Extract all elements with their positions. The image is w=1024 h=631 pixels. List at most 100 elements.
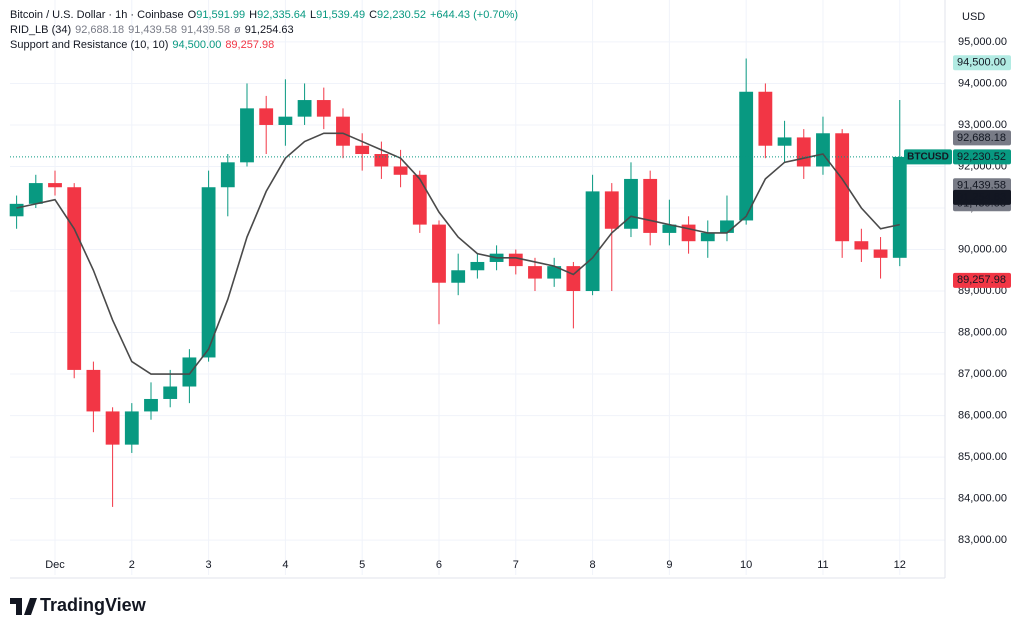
indicator-name: RID_LB (34) bbox=[10, 24, 72, 36]
candle-body bbox=[508, 253, 523, 267]
indicator-value: 91,439.58 bbox=[128, 24, 178, 36]
candle-body bbox=[585, 191, 600, 292]
symbol-tag-label: BTCUSD bbox=[907, 152, 949, 163]
x-tick-label: 7 bbox=[513, 559, 519, 571]
indicator-value: 92,688.18 bbox=[75, 24, 125, 36]
y-tick-label: 95,000.00 bbox=[958, 36, 1007, 48]
y-tick-label: 86,000.00 bbox=[958, 409, 1007, 421]
indicator-value: 91,439.58 bbox=[181, 24, 230, 36]
candle-body bbox=[796, 137, 811, 167]
candle-body bbox=[374, 154, 389, 167]
brand-logo: TradingView bbox=[10, 595, 147, 615]
y-tick-label: 85,000.00 bbox=[958, 451, 1007, 463]
price-tag-label: 91,254.63 bbox=[957, 191, 1006, 203]
candle-body bbox=[163, 386, 178, 399]
indicator-value: ø bbox=[233, 24, 241, 36]
candle-body bbox=[758, 91, 773, 146]
price-tag bbox=[953, 130, 1011, 146]
symbol-tag bbox=[904, 149, 952, 165]
price-tag-label: 89,257.98 bbox=[957, 274, 1006, 286]
indicator-value: 94,500.00 bbox=[172, 39, 222, 51]
candle-body bbox=[48, 183, 62, 188]
y-tick-label: 84,000.00 bbox=[958, 493, 1007, 505]
candle-body bbox=[604, 191, 619, 229]
candle-body bbox=[777, 137, 792, 146]
ohlc-value: 91,539.49 bbox=[316, 9, 366, 21]
price-tag-label: 92,688.18 bbox=[957, 132, 1006, 144]
price-tag bbox=[953, 189, 1011, 205]
legend-row: Bitcoin / U.S. Dollar · 1h · Coinbase O91… bbox=[10, 8, 522, 23]
candle-body bbox=[336, 116, 350, 146]
candle-body bbox=[873, 249, 888, 258]
y-tick-label: 90,000.00 bbox=[958, 243, 1007, 255]
candle-body bbox=[9, 203, 24, 217]
indicator-value: 89,257.98 bbox=[225, 39, 275, 51]
price-tag bbox=[953, 178, 1011, 194]
y-tick-label: 93,000.00 bbox=[958, 119, 1007, 131]
y-tick-label: 83,000.00 bbox=[958, 534, 1007, 546]
candle-body bbox=[854, 241, 869, 250]
price-tag bbox=[953, 55, 1011, 71]
candle-body bbox=[28, 183, 43, 204]
candle-body bbox=[412, 174, 427, 225]
candle-body bbox=[700, 232, 715, 242]
candle-body bbox=[835, 133, 850, 242]
symbol: Bitcoin / U.S. Dollar · 1h · Coinbase bbox=[10, 9, 184, 21]
candle-body bbox=[720, 220, 734, 233]
x-tick-label: 10 bbox=[740, 559, 752, 571]
price-tag-label: 91,439.58 bbox=[957, 180, 1006, 192]
ohlc-key: C bbox=[369, 9, 378, 21]
candle-body bbox=[432, 224, 446, 283]
x-tick-label: 4 bbox=[282, 559, 288, 571]
x-tick-label: 11 bbox=[817, 559, 828, 571]
candle-body bbox=[355, 145, 370, 155]
candle-body bbox=[201, 187, 216, 358]
x-tick-label: 8 bbox=[590, 559, 596, 571]
candle-body bbox=[393, 166, 408, 175]
candle-body bbox=[86, 369, 101, 412]
x-tick-label: 12 bbox=[894, 559, 906, 571]
y-tick-label: 94,000.00 bbox=[958, 77, 1007, 89]
y-tick-label: 89,000.00 bbox=[958, 285, 1007, 297]
price-tag-label: 92,230.52 bbox=[957, 151, 1006, 163]
price-tag bbox=[953, 272, 1011, 288]
candle-body bbox=[528, 266, 542, 279]
legend-row: Support and Resistance (10, 10) 94,500.00… bbox=[10, 38, 522, 53]
candle-body bbox=[182, 357, 197, 387]
candle-body bbox=[297, 100, 312, 117]
x-tick-label: 6 bbox=[436, 559, 442, 571]
candle-body bbox=[144, 398, 158, 412]
x-tick-label: 5 bbox=[359, 559, 365, 571]
candle-body bbox=[240, 108, 254, 163]
x-tick-label: 2 bbox=[129, 559, 135, 571]
candle-body bbox=[278, 116, 293, 125]
legend-row: RID_LB (34) 92,688.18 91,439.58 91,439.58 ø 9… bbox=[10, 23, 522, 38]
moving-average bbox=[16, 132, 900, 375]
brand-icon bbox=[10, 598, 37, 615]
candle-body bbox=[739, 91, 754, 221]
ohlc-value: 92,335.64 bbox=[257, 9, 307, 21]
x-tick-label: Dec bbox=[45, 559, 65, 571]
brand-name: TradingView bbox=[40, 595, 147, 615]
x-tick-label: 3 bbox=[206, 559, 212, 571]
candle-body bbox=[105, 411, 120, 445]
candle-body bbox=[470, 261, 485, 271]
indicator-name: Support and Resistance (10, 10) bbox=[10, 39, 169, 51]
candle-body bbox=[892, 156, 907, 258]
y-tick-label: 87,000.00 bbox=[958, 368, 1007, 380]
change: +644.43 (+0.70%) bbox=[429, 9, 519, 21]
ohlc-value: 92,230.52 bbox=[377, 9, 426, 21]
candle-body bbox=[259, 108, 274, 125]
price-tag bbox=[953, 149, 1011, 165]
ohlc-key: O bbox=[187, 9, 197, 21]
candle-body bbox=[124, 411, 139, 445]
legend-header: Bitcoin / U.S. Dollar · 1h · Coinbase O91… bbox=[10, 8, 522, 53]
ohlc-value: 91,591.99 bbox=[196, 9, 246, 21]
price-tag-label: 94,500.00 bbox=[957, 57, 1006, 69]
ohlc-key: H bbox=[249, 9, 258, 21]
candle-body bbox=[643, 178, 658, 233]
y-tick-label: 88,000.00 bbox=[958, 326, 1007, 338]
candle-body bbox=[451, 270, 466, 283]
